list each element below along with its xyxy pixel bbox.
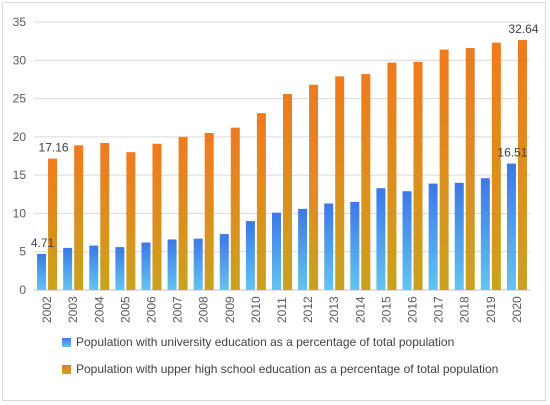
bar-high-school xyxy=(387,62,397,290)
bar-high-school xyxy=(126,152,136,290)
bar-high-school xyxy=(100,142,110,290)
bar-high-school xyxy=(413,61,423,291)
legend: Population with university education as … xyxy=(62,334,516,378)
x-tick-label: 2015 xyxy=(379,296,393,323)
x-tick-label: 2012 xyxy=(301,296,315,323)
x-tick-label: 2014 xyxy=(353,296,367,323)
bar-university xyxy=(506,163,516,290)
x-tick-label: 2019 xyxy=(484,296,498,323)
bar-high-school xyxy=(256,113,266,291)
legend-swatch-high-school xyxy=(62,365,71,374)
y-tick-label: 5 xyxy=(19,245,26,259)
bar-high-school xyxy=(74,145,84,290)
bar-university xyxy=(428,183,438,290)
legend-swatch-university xyxy=(62,338,71,347)
bar-high-school xyxy=(204,133,214,290)
bar-university xyxy=(193,238,203,290)
bar-university xyxy=(376,188,386,290)
data-label: 16.51 xyxy=(497,146,527,160)
bar-university xyxy=(89,245,99,290)
x-tick-label: 2017 xyxy=(432,296,446,323)
data-label: 32.64 xyxy=(508,22,538,36)
x-tick-label: 2010 xyxy=(249,296,263,323)
bar-university xyxy=(454,182,464,290)
bar-high-school xyxy=(361,74,371,290)
bar-high-school xyxy=(517,40,527,290)
bar-university xyxy=(350,201,360,290)
bar-university xyxy=(324,203,334,290)
bar-university xyxy=(402,191,412,290)
bar-university xyxy=(63,247,73,290)
x-tick-label: 2004 xyxy=(92,296,106,323)
x-tick-label: 2008 xyxy=(197,296,211,323)
bar-high-school xyxy=(178,136,188,290)
data-label: 17.16 xyxy=(39,141,69,155)
bars xyxy=(37,40,527,291)
bar-university xyxy=(298,208,308,290)
y-tick-label: 20 xyxy=(13,130,27,144)
bar-high-school xyxy=(152,143,162,290)
bar-high-school xyxy=(230,127,240,290)
x-tick-label: 2020 xyxy=(510,296,524,323)
x-tick-label: 2011 xyxy=(275,297,289,323)
x-tick-label: 2007 xyxy=(171,296,185,323)
legend-label-university: Population with university education as … xyxy=(76,335,455,349)
x-tick-label: 2018 xyxy=(458,296,472,323)
x-tick-label: 2006 xyxy=(144,296,158,323)
x-tick-label: 2003 xyxy=(66,296,80,323)
bar-university xyxy=(37,253,47,290)
data-label: 4.71 xyxy=(31,236,55,250)
bar-university xyxy=(141,242,151,290)
y-tick-label: 10 xyxy=(13,206,27,220)
x-tick-label: 2016 xyxy=(406,296,420,323)
bar-high-school xyxy=(48,158,58,290)
bar-university xyxy=(272,212,281,290)
bar-university xyxy=(245,221,255,290)
bar-high-school xyxy=(309,84,319,290)
bar-high-school xyxy=(283,93,292,290)
x-tick-label: 2005 xyxy=(118,296,132,323)
y-tick-label: 30 xyxy=(13,53,27,67)
legend-label-high-school: Population with upper high school educat… xyxy=(76,362,499,376)
labels: 0 5 10 15 20 25 30 35 2002 2003 2004 2005 2006 2007 20… xyxy=(13,15,539,323)
y-tick-label: 25 xyxy=(13,92,27,106)
bar-university xyxy=(167,239,177,290)
bar-university xyxy=(219,234,229,290)
x-tick-label: 2002 xyxy=(40,296,54,323)
y-tick-label: 0 xyxy=(19,283,26,297)
y-tick-label: 35 xyxy=(13,15,27,29)
bar-high-school xyxy=(439,49,449,290)
bar-high-school xyxy=(491,42,501,290)
bar-university xyxy=(115,247,125,290)
x-tick-label: 2013 xyxy=(327,296,341,323)
bar-high-school xyxy=(465,48,475,290)
y-tick-label: 15 xyxy=(13,168,27,182)
x-tick-label: 2009 xyxy=(223,296,237,323)
legend-item-university: Population with university education as … xyxy=(62,334,516,351)
legend-item-high-school: Population with upper high school educat… xyxy=(62,361,516,378)
bar-university xyxy=(480,178,490,290)
bar-high-school xyxy=(335,76,345,290)
